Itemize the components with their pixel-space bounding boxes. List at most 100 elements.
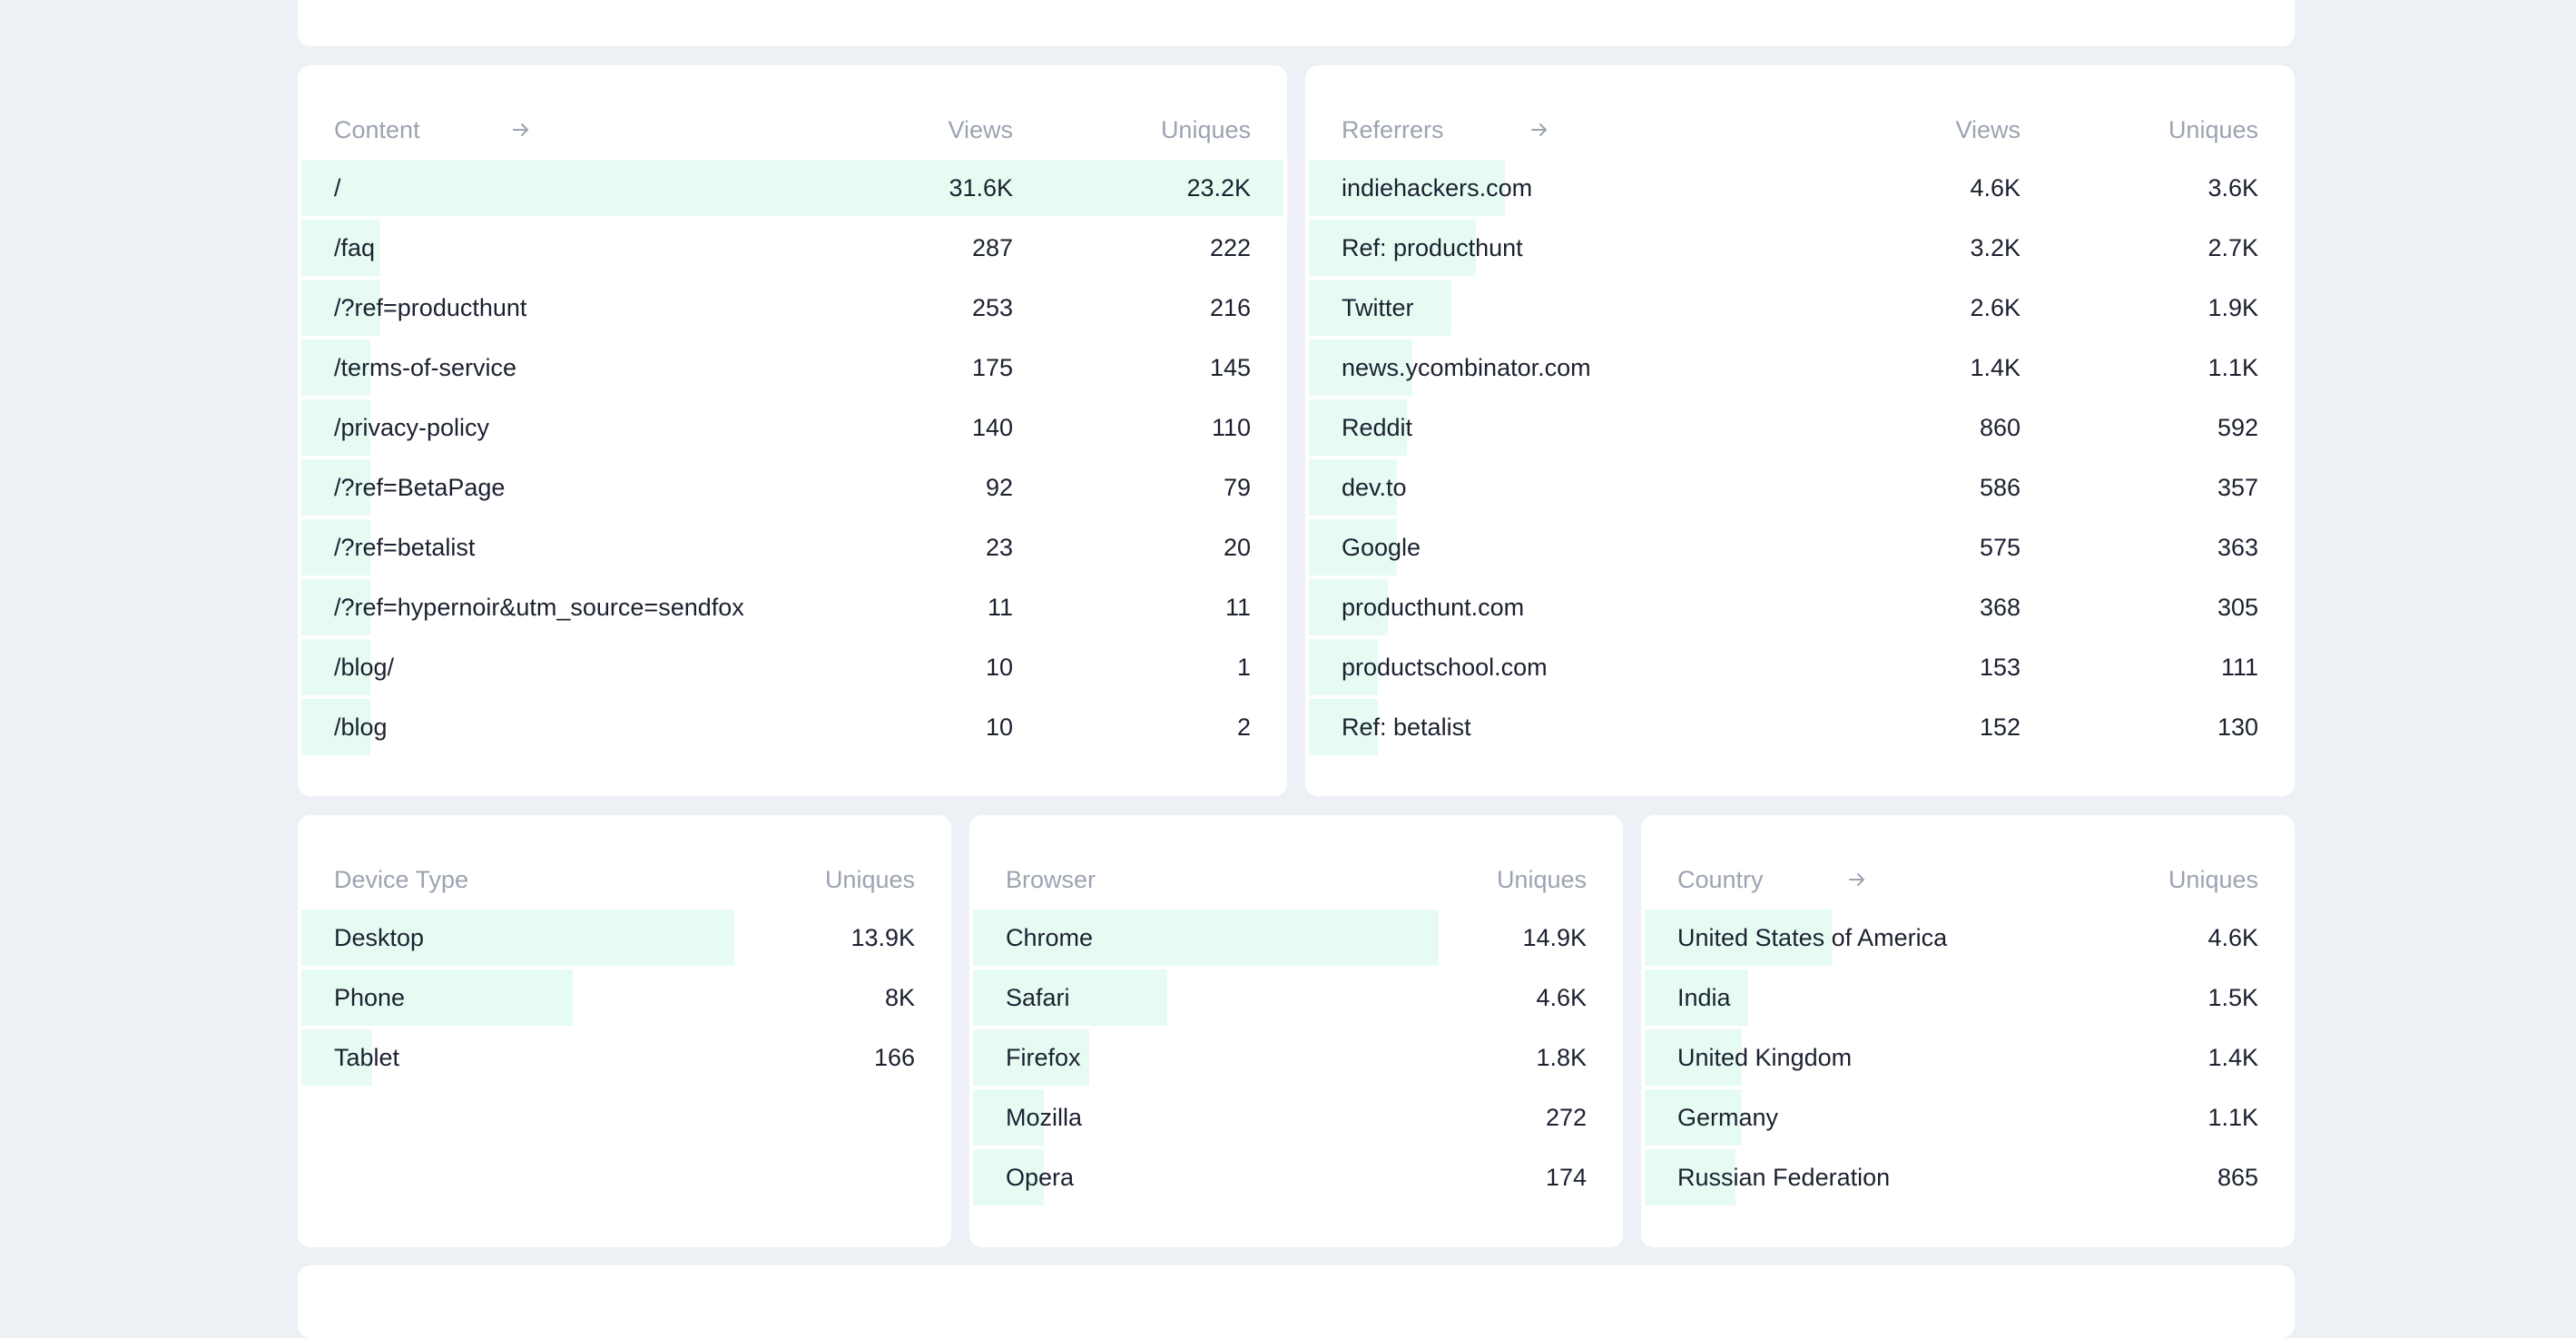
content-row-views: 10 (985, 713, 1013, 741)
referrer-row-bar (1309, 699, 1378, 755)
country-row-uniques: 4.6K (2207, 924, 2258, 951)
referrer-row[interactable]: producthunt.com 368 305 (1305, 579, 2295, 635)
referrers-header-uniques[interactable]: Uniques (2168, 116, 2258, 143)
referrer-row[interactable]: productschool.com 153 111 (1305, 639, 2295, 695)
content-row[interactable]: /terms-of-service 175 145 (298, 339, 1287, 396)
content-row-uniques: 1 (1236, 654, 1251, 681)
browser-row[interactable]: Opera 174 (969, 1149, 1623, 1205)
device-type-row-bar (301, 910, 734, 966)
referrer-row[interactable]: Ref: betalist 152 130 (1305, 699, 2295, 755)
referrer-row[interactable]: Google 575 363 (1305, 519, 2295, 576)
device-type-row-label[interactable]: Tablet (334, 1044, 400, 1071)
country-row-label[interactable]: United States of America (1677, 924, 1948, 951)
country-row-label[interactable]: United Kingdom (1677, 1044, 1853, 1071)
content-row-path[interactable]: /?ref=BetaPage (334, 474, 506, 501)
referrer-row[interactable]: Twitter 2.6K 1.9K (1305, 280, 2295, 336)
content-row-path[interactable]: /blog/ (334, 654, 395, 681)
arrow-right-icon[interactable] (512, 111, 530, 138)
referrer-row-bar (1309, 220, 1476, 276)
country-row[interactable]: United Kingdom 1.4K (1641, 1029, 2295, 1086)
referrer-row-uniques: 357 (2217, 474, 2258, 501)
content-row[interactable]: /?ref=betalist 23 20 (298, 519, 1287, 576)
country-row[interactable]: India 1.5K (1641, 969, 2295, 1026)
content-row[interactable]: /privacy-policy 140 110 (298, 399, 1287, 456)
referrer-row-bar (1309, 399, 1407, 456)
referrer-row-source[interactable]: Ref: producthunt (1342, 234, 1523, 261)
referrer-row-source[interactable]: Ref: betalist (1342, 713, 1471, 741)
content-header-views[interactable]: Views (948, 116, 1013, 143)
referrer-row-source[interactable]: producthunt.com (1342, 594, 1525, 621)
browser-row[interactable]: Chrome 14.9K (969, 910, 1623, 966)
referrers-header-views[interactable]: Views (1955, 116, 2020, 143)
browser-row-label[interactable]: Safari (1006, 984, 1070, 1011)
referrer-row-source[interactable]: Reddit (1342, 414, 1413, 441)
content-row-path[interactable]: /blog (334, 713, 388, 741)
country-row-label[interactable]: India (1677, 984, 1731, 1011)
country-row[interactable]: Germany 1.1K (1641, 1089, 2295, 1146)
browser-header-uniques[interactable]: Uniques (1496, 866, 1587, 893)
content-row[interactable]: /faq 287 222 (298, 220, 1287, 276)
referrer-row-source[interactable]: Google (1342, 534, 1421, 561)
browser-row[interactable]: Firefox 1.8K (969, 1029, 1623, 1086)
referrer-row-source[interactable]: indiehackers.com (1342, 174, 1533, 202)
country-row-label[interactable]: Germany (1677, 1104, 1779, 1131)
browser-panel: Browser Uniques Chrome 14.9K Safari 4.6K… (969, 815, 1623, 1247)
content-row-uniques: 23.2K (1186, 174, 1251, 202)
arrow-right-icon[interactable] (1530, 111, 1549, 138)
referrer-row-views: 153 (1979, 654, 2020, 681)
content-row-bar (301, 399, 370, 456)
content-row[interactable]: /?ref=BetaPage 92 79 (298, 459, 1287, 516)
device-type-row-label[interactable]: Desktop (334, 924, 425, 951)
referrer-row[interactable]: Reddit 860 592 (1305, 399, 2295, 456)
content-row-path[interactable]: /terms-of-service (334, 354, 517, 381)
referrer-row-source[interactable]: dev.to (1342, 474, 1407, 501)
referrer-row-bar (1309, 280, 1451, 336)
device-type-row[interactable]: Phone 8K (298, 969, 951, 1026)
country-row[interactable]: United States of America 4.6K (1641, 910, 2295, 966)
content-row-path[interactable]: /?ref=betalist (334, 534, 476, 561)
device-type-row-label[interactable]: Phone (334, 984, 406, 1011)
referrer-row-uniques: 2.7K (2207, 234, 2258, 261)
content-rows: / 31.6K 23.2K /faq 287 222 /?ref=product… (298, 160, 1287, 759)
content-row-path[interactable]: / (334, 174, 341, 202)
country-row-uniques: 865 (2217, 1164, 2258, 1191)
referrer-row-bar (1309, 459, 1397, 516)
content-row-path[interactable]: /?ref=producthunt (334, 294, 527, 321)
content-row[interactable]: /blog/ 10 1 (298, 639, 1287, 695)
browser-row[interactable]: Mozilla 272 (969, 1089, 1623, 1146)
referrer-row[interactable]: indiehackers.com 4.6K 3.6K (1305, 160, 2295, 216)
content-row[interactable]: /?ref=hypernoir&utm_source=sendfox 11 11 (298, 579, 1287, 635)
device-type-header-uniques[interactable]: Uniques (824, 866, 915, 893)
content-row-path[interactable]: /faq (334, 234, 376, 261)
content-row[interactable]: /?ref=producthunt 253 216 (298, 280, 1287, 336)
referrer-row-source[interactable]: productschool.com (1342, 654, 1548, 681)
referrer-row-uniques: 1.9K (2207, 294, 2258, 321)
browser-row-label[interactable]: Firefox (1006, 1044, 1081, 1071)
referrer-row-uniques: 1.1K (2207, 354, 2258, 381)
browser-row-label[interactable]: Chrome (1006, 924, 1094, 951)
arrow-right-icon[interactable] (1848, 861, 1866, 888)
content-row-views: 11 (987, 594, 1013, 621)
referrer-row-source[interactable]: Twitter (1342, 294, 1414, 321)
browser-row[interactable]: Safari 4.6K (969, 969, 1623, 1026)
country-row[interactable]: Russian Federation 865 (1641, 1149, 2295, 1205)
content-row[interactable]: /blog 10 2 (298, 699, 1287, 755)
device-type-row[interactable]: Desktop 13.9K (298, 910, 951, 966)
content-row[interactable]: / 31.6K 23.2K (298, 160, 1287, 216)
country-row-uniques: 1.4K (2207, 1044, 2258, 1071)
browser-row-label[interactable]: Mozilla (1006, 1104, 1083, 1131)
content-row-views: 23 (985, 534, 1013, 561)
browser-row-label[interactable]: Opera (1006, 1164, 1075, 1191)
content-row-path[interactable]: /?ref=hypernoir&utm_source=sendfox (334, 594, 744, 621)
country-row-bar (1645, 969, 1748, 1026)
referrer-row[interactable]: dev.to 586 357 (1305, 459, 2295, 516)
country-row-label[interactable]: Russian Federation (1677, 1164, 1891, 1191)
country-row-bar (1645, 1089, 1742, 1146)
referrer-row-source[interactable]: news.ycombinator.com (1342, 354, 1591, 381)
device-type-row[interactable]: Tablet 166 (298, 1029, 951, 1086)
referrer-row[interactable]: news.ycombinator.com 1.4K 1.1K (1305, 339, 2295, 396)
content-row-path[interactable]: /privacy-policy (334, 414, 490, 441)
country-header-uniques[interactable]: Uniques (2168, 866, 2258, 893)
content-header-uniques[interactable]: Uniques (1160, 116, 1251, 143)
referrer-row[interactable]: Ref: producthunt 3.2K 2.7K (1305, 220, 2295, 276)
